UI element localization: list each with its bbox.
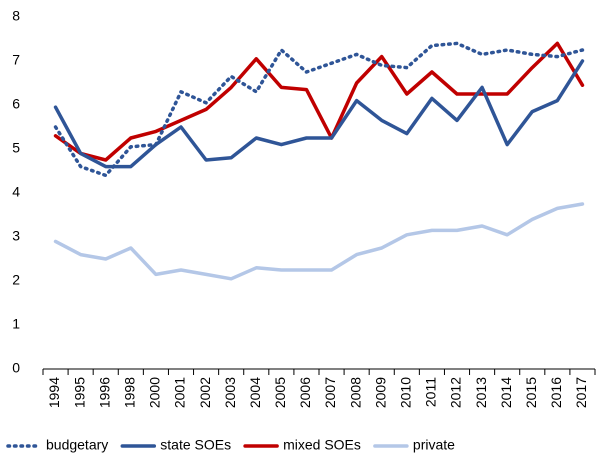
x-tick-label: 2013 [473, 377, 489, 408]
series-line [53, 41, 585, 178]
x-tick-label: 2016 [548, 377, 564, 408]
series-line [53, 59, 585, 169]
x-tick-label: 2014 [498, 377, 514, 408]
series-line [53, 41, 585, 162]
y-tick-label: 4 [12, 184, 20, 200]
x-tick-label: 2010 [398, 377, 414, 408]
x-tick-label: 1994 [46, 377, 62, 408]
x-tick-label: 1995 [71, 377, 87, 408]
y-tick-label: 6 [12, 96, 20, 112]
x-tick-label: 2001 [172, 377, 188, 408]
x-tick-label: 2006 [297, 377, 313, 408]
x-tick-label: 2007 [322, 377, 338, 408]
legend-label: private [413, 437, 455, 453]
legend-label: state SOEs [160, 437, 231, 453]
x-tick-label: 2015 [523, 377, 539, 408]
series-line [53, 202, 585, 281]
x-tick-label: 2009 [372, 377, 388, 408]
x-tick-label: 1996 [96, 377, 112, 408]
x-tick-label: 1998 [122, 377, 138, 408]
x-tick-label: 2012 [448, 377, 464, 408]
x-tick-label: 2000 [147, 377, 163, 408]
x-tick-label: 2008 [347, 377, 363, 408]
x-tick-label: 2005 [272, 377, 288, 408]
y-tick-label: 0 [12, 360, 20, 376]
x-tick-label: 2011 [423, 377, 439, 407]
legend-label: mixed SOEs [283, 437, 361, 453]
x-tick-label: 2002 [197, 377, 213, 408]
x-tick-label: 2004 [247, 377, 263, 408]
x-tick-label: 2017 [573, 377, 589, 408]
legend-label: budgetary [46, 437, 108, 453]
y-tick-label: 2 [12, 272, 20, 288]
y-tick-label: 5 [12, 140, 20, 156]
y-tick-label: 3 [12, 228, 20, 244]
y-tick-label: 1 [12, 316, 20, 332]
y-tick-label: 7 [12, 52, 20, 68]
x-tick-label: 2003 [222, 377, 238, 408]
y-tick-label: 8 [12, 8, 20, 24]
